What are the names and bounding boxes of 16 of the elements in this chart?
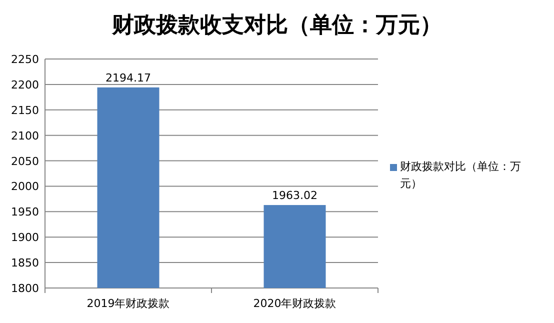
y-tick-label: 1850	[11, 256, 39, 270]
data-label: 2194.17	[106, 71, 151, 84]
y-tick-label: 2050	[11, 154, 39, 168]
y-tick-label: 1800	[11, 282, 39, 295]
data-label: 1963.02	[272, 189, 318, 202]
legend-label: 财政拨款对比（单位：万元）	[400, 159, 522, 192]
y-tick-label: 2200	[11, 78, 39, 92]
x-tick-label: 2019年财政拨款	[86, 297, 170, 310]
y-tick-label: 1950	[11, 206, 39, 219]
y-tick-label: 2250	[11, 53, 39, 66]
y-tick-label: 2100	[11, 129, 39, 142]
y-tick-label: 2150	[11, 104, 39, 117]
y-tick-label: 1900	[11, 231, 39, 244]
y-tick-label: 2000	[11, 180, 39, 194]
chart-title: 财政拨款收支对比（单位：万元）	[111, 13, 442, 38]
x-tick-label: 2020年财政拨款	[253, 297, 336, 310]
